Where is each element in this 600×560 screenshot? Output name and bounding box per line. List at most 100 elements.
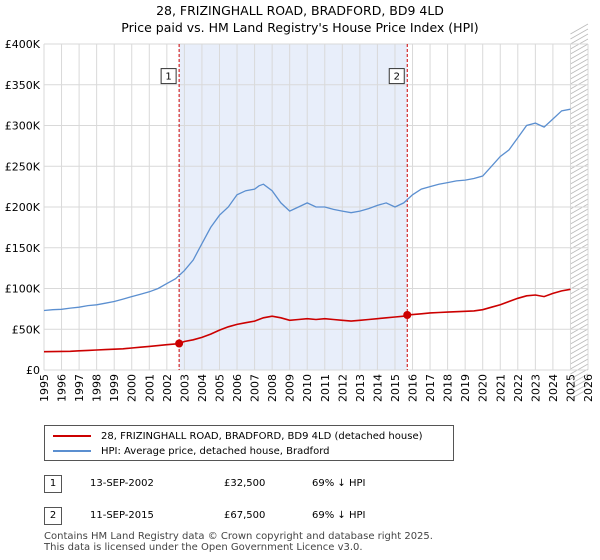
footer: Contains HM Land Registry data © Crown c… [44, 531, 433, 553]
x-tick-label: 2011 [319, 374, 332, 402]
x-tick-label: 1998 [91, 374, 104, 402]
legend-line-hpi [53, 450, 91, 452]
x-tick-label: 2000 [126, 374, 139, 402]
hatch-line [570, 148, 589, 160]
x-tick-label: 2015 [389, 374, 402, 402]
x-tick-label: 1996 [56, 374, 69, 402]
hatch-line [570, 63, 589, 75]
sale-box [388, 68, 405, 85]
hatch-line [570, 373, 589, 385]
sale-point [175, 339, 184, 348]
hatch-line [570, 133, 589, 145]
hatch-line [570, 288, 589, 300]
hatch-line [570, 58, 589, 70]
x-tick-label: 2006 [231, 374, 244, 402]
hatch-line [570, 188, 589, 200]
hatch-line [570, 218, 589, 230]
x-tick-label: 2007 [249, 374, 262, 402]
hatch-line [570, 348, 589, 360]
hatch-line [570, 263, 589, 275]
series-lines [43, 108, 571, 353]
hatch-line [570, 143, 589, 155]
y-tick-label: £0 [26, 364, 40, 377]
hatch-line [570, 333, 589, 345]
y-tick-label: £250K [5, 160, 41, 173]
hatch-line [570, 183, 589, 195]
hatch-line [570, 43, 589, 55]
hatch-line [570, 168, 589, 180]
chart-subtitle: Price paid vs. HM Land Registry's House … [121, 20, 479, 35]
hatch-line [570, 223, 589, 235]
x-tick-label: 2017 [424, 374, 437, 402]
hatch-line [570, 298, 589, 310]
annotation-hpi-diff: 69% ↓ HPI [312, 510, 366, 521]
hatch-line [570, 178, 589, 190]
hatch-line [570, 193, 589, 205]
annotation-date: 13-SEP-2002 [90, 478, 154, 489]
hatch-line [570, 33, 589, 45]
hatch-line [570, 93, 589, 105]
legend-label-hpi: HPI: Average price, detached house, Brad… [101, 445, 330, 457]
hatch-line [570, 228, 589, 240]
hatch-line [570, 118, 589, 130]
x-tick-label: 1995 [38, 374, 51, 402]
x-tick-label: 2025 [564, 374, 577, 402]
hatch-line [570, 78, 589, 90]
sale-box-label: 1 [165, 72, 171, 83]
hatch-line [570, 313, 589, 325]
x-tick-label: 2026 [582, 374, 595, 402]
hatch-line [570, 213, 589, 225]
hatch-line [570, 88, 589, 100]
hatch-line [570, 68, 589, 80]
sale-box-label: 2 [394, 72, 400, 83]
x-tick-label: 2010 [301, 374, 314, 402]
annotation-price: £32,500 [224, 478, 266, 489]
x-tick-label: 2005 [213, 374, 226, 402]
annotation-price: £67,500 [224, 510, 266, 521]
x-tick-label: 2016 [407, 374, 420, 402]
y-tick-label: £350K [5, 79, 41, 92]
footer-copyright: Contains HM Land Registry data © Crown c… [44, 531, 433, 542]
hatch-line [570, 153, 589, 165]
x-tick-label: 2019 [459, 374, 472, 402]
legend-item-hpi: HPI: Average price, detached house, Brad… [53, 444, 329, 458]
hatch-line [570, 273, 589, 285]
hatch-line [570, 268, 589, 280]
chart-title: 28, FRIZINGHALL ROAD, BRADFORD, BD9 4LD [156, 3, 444, 18]
hatch-line [570, 368, 589, 380]
annotation-row: 2 11-SEP-2015 £67,500 69% ↓ HPI [44, 506, 564, 526]
x-tick-label: 2002 [161, 374, 174, 402]
x-tick-label: 1999 [108, 374, 121, 402]
annotation-hpi-diff: 69% ↓ HPI [312, 478, 366, 489]
annotation-number: 2 [44, 507, 62, 525]
forecast-hatch [570, 23, 589, 400]
hatch-line [570, 233, 589, 245]
legend-item-property: 28, FRIZINGHALL ROAD, BRADFORD, BD9 4LD … [53, 429, 423, 443]
footer-licence: This data is licensed under the Open Gov… [44, 542, 363, 553]
x-tick-label: 2004 [196, 374, 209, 402]
hatch-line [570, 28, 589, 40]
x-axis-ticks: 1995 1996 1997 1998 1999 2000 2001 2002 2003 2004… [38, 374, 595, 402]
y-tick-label: £100K [5, 283, 41, 296]
x-tick-label: 1997 [73, 374, 86, 402]
hatch-line [570, 303, 589, 315]
hatch-line [570, 138, 589, 150]
hatch-line [570, 23, 589, 35]
hatch-line [570, 48, 589, 60]
hatch-line [570, 253, 589, 265]
y-tick-label: £200K [5, 201, 41, 214]
hatch-line [570, 108, 589, 120]
y-tick-label: £50K [12, 323, 41, 336]
hatch-line [570, 248, 589, 260]
hatch-line [570, 258, 589, 270]
x-tick-label: 2013 [354, 374, 367, 402]
series-line-property [43, 288, 571, 353]
x-tick-label: 2018 [442, 374, 455, 402]
x-tick-label: 2001 [143, 374, 156, 402]
x-tick-label: 2024 [547, 374, 560, 402]
legend-label-property: 28, FRIZINGHALL ROAD, BRADFORD, BD9 4LD … [101, 430, 423, 442]
hatch-line [570, 128, 589, 140]
hatch-line [570, 53, 589, 65]
